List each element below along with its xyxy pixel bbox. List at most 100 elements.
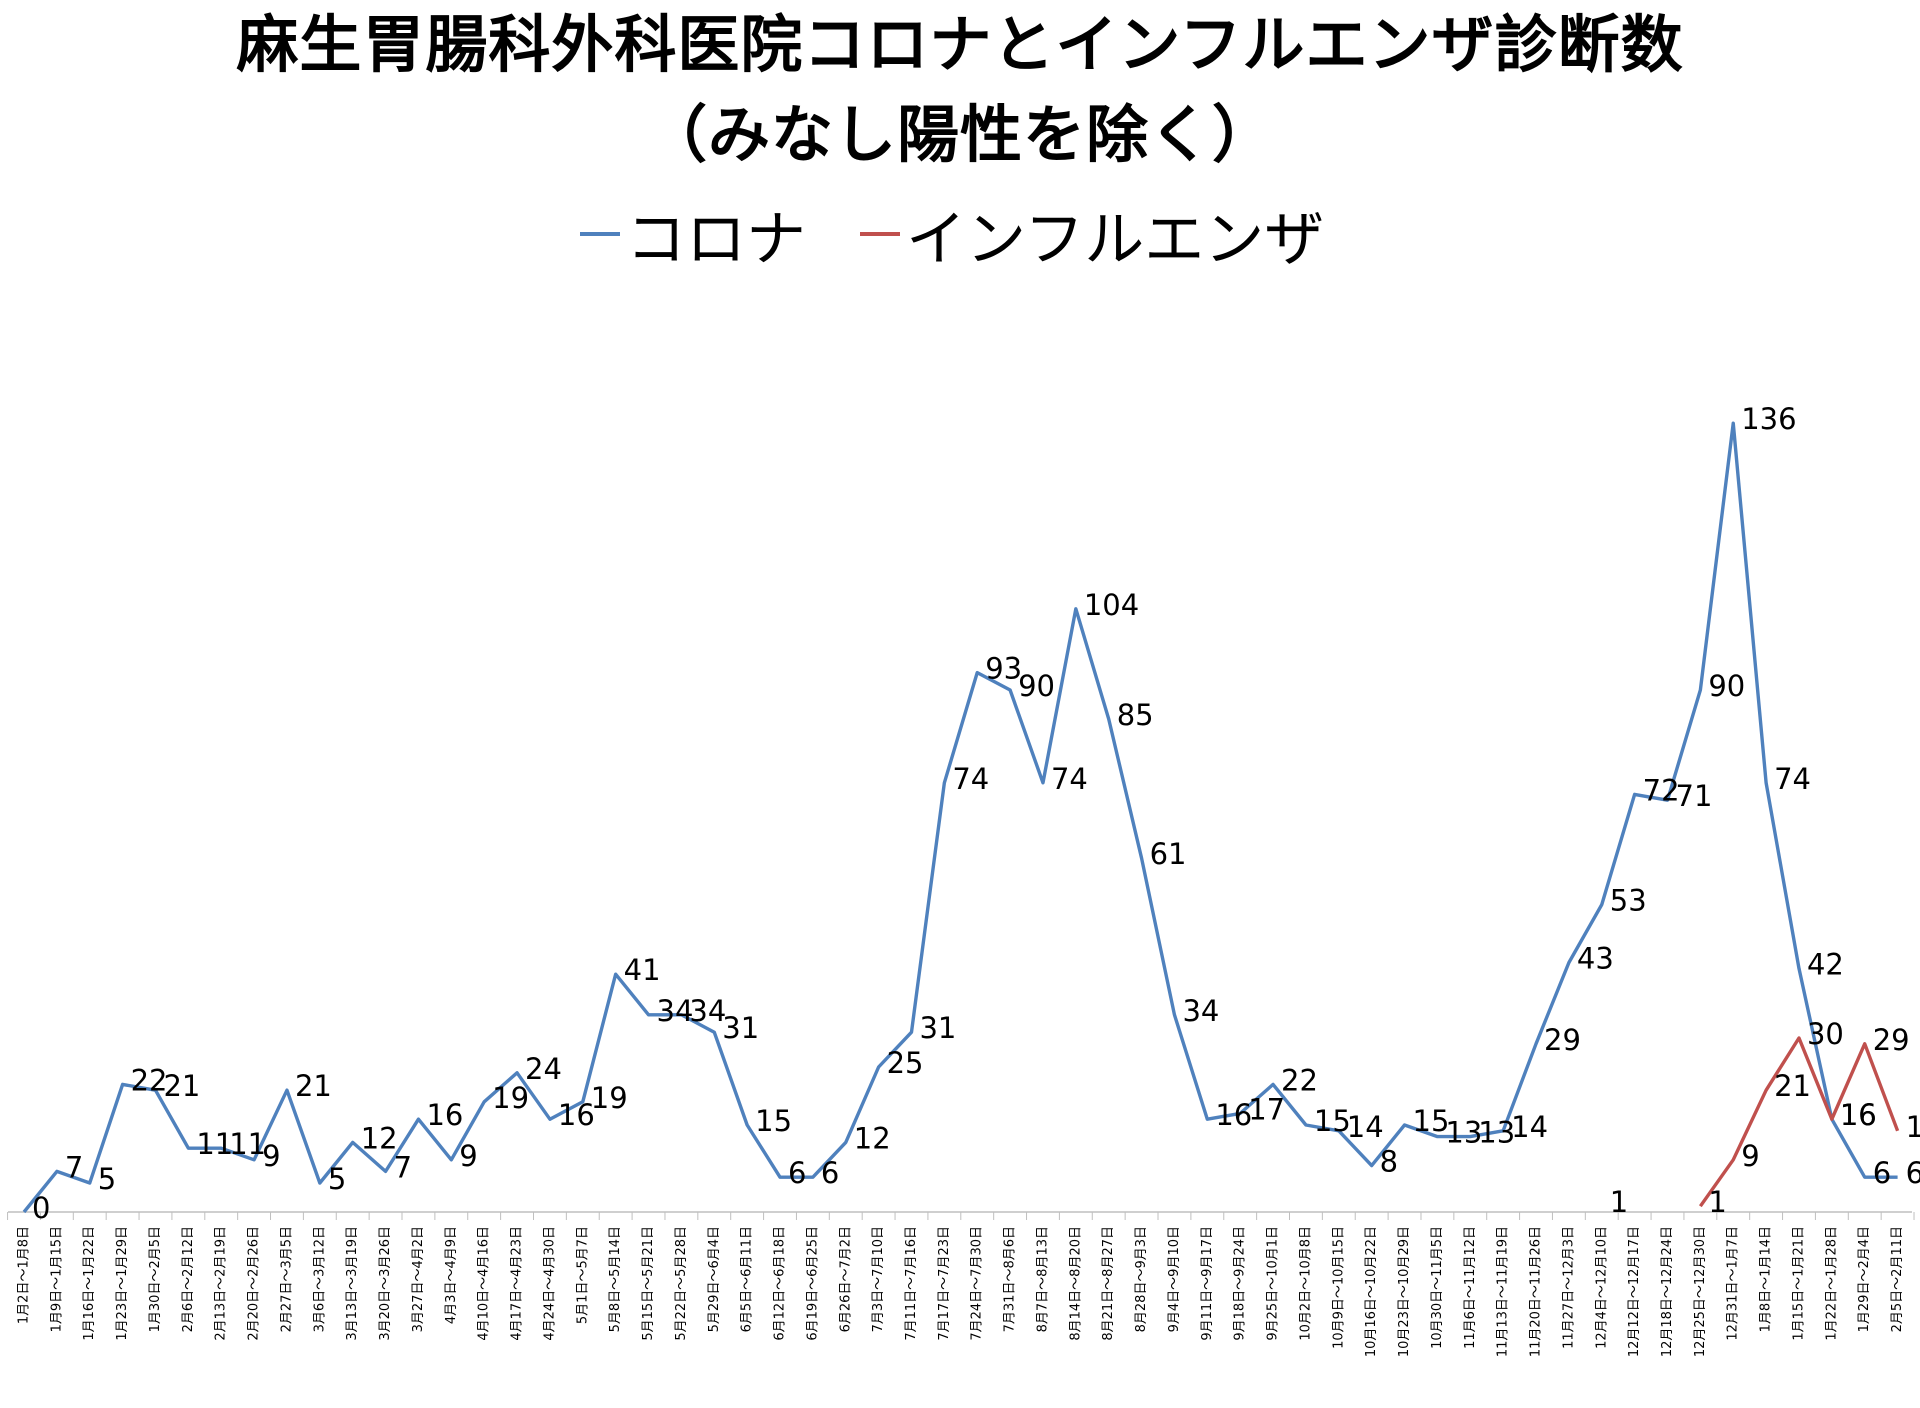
x-tick-label: 8月28日～9月3日 [1134,1226,1149,1332]
influenza-data-label: 14 [1906,1110,1920,1144]
corona-data-label: 34 [689,994,726,1028]
corona-data-label: 11 [196,1127,233,1161]
corona-data-label: 93 [985,652,1022,686]
corona-data-label: 21 [295,1069,332,1103]
x-tick-label: 6月26日～7月2日 [838,1226,853,1332]
corona-data-label: 22 [131,1063,168,1097]
corona-data-label: 53 [1610,884,1647,918]
chart-subtitle: （みなし陽性を除く） [644,98,1275,171]
x-tick-label: 3月13日～3月19日 [345,1226,360,1341]
legend-item-corona: コロナ [580,191,806,278]
x-tick-label: 5月1日～5月7日 [575,1226,590,1324]
corona-data-label: 34 [657,994,694,1028]
corona-data-label: 5 [98,1162,116,1196]
x-tick-label: 2月20日～2月26日 [247,1226,262,1341]
corona-data-label: 22 [1281,1063,1318,1097]
corona-data-label: 16 [558,1098,595,1132]
corona-data-label: 6 [788,1156,806,1190]
influenza-series-line [1698,1036,1900,1208]
x-tick-label: 1月22日～1月28日 [1824,1226,1839,1341]
corona-data-label: 72 [1643,773,1680,807]
legend-swatch-corona [580,232,620,236]
x-tick-label: 1月15日～1月21日 [1791,1226,1806,1341]
corona-data-label: 71 [1676,779,1713,813]
x-tick-label: 9月11日～9月17日 [1200,1226,1215,1341]
corona-data-label: 25 [887,1046,924,1080]
x-tick-label: 7月17日～7月23日 [937,1226,952,1341]
corona-data-label: 11 [229,1127,266,1161]
influenza-data-label: 16 [1840,1098,1877,1132]
influenza-data-label: 29 [1873,1023,1910,1057]
x-tick-label: 10月2日～10月8日 [1298,1226,1313,1341]
x-tick-label: 2月5日～2月11日 [1890,1226,1905,1332]
corona-data-label: 15 [1413,1104,1450,1138]
x-tick-label: 10月9日～10月15日 [1331,1226,1346,1349]
corona-data-label: 9 [262,1139,280,1173]
corona-data-label: 0 [32,1191,50,1225]
x-tick-label: 2月13日～2月19日 [214,1226,229,1341]
corona-data-label: 136 [1741,402,1796,436]
x-tick-label: 7月11日～7月16日 [904,1226,919,1341]
influenza-data-label: 9 [1741,1139,1759,1173]
corona-data-label: 19 [591,1081,628,1115]
x-tick-label: 1月30日～2月5日 [148,1226,163,1332]
x-tick-label: 3月27日～4月2日 [411,1226,426,1332]
x-tick-label: 10月30日～11月5日 [1430,1226,1445,1349]
corona-data-label: 12 [854,1121,891,1155]
x-tick-label: 11月27日～12月3日 [1561,1226,1576,1349]
legend-item-influenza: インフルエンザ [860,191,1324,278]
x-tick-label: 4月3日～4月9日 [444,1226,459,1324]
x-tick-label: 7月3日～7月10日 [871,1226,886,1332]
influenza-data-label: 21 [1774,1069,1811,1103]
corona-data-label: 43 [1577,942,1614,976]
legend-label-corona: コロナ [626,204,806,275]
x-tick-label: 1月29日～2月4日 [1857,1226,1872,1332]
corona-data-label: 17 [1248,1092,1285,1126]
x-tick-label: 9月25日～10月1日 [1266,1226,1281,1341]
corona-data-label: 12 [361,1121,398,1155]
x-tick-label: 5月22日～5月28日 [674,1226,689,1341]
corona-data-label: 13 [1445,1116,1482,1150]
corona-data-label: 21 [163,1069,200,1103]
corona-data-label: 104 [1084,588,1139,622]
x-tick-label: 1月2日～1月8日 [17,1226,32,1324]
x-tick-label: 8月14日～8月20日 [1068,1226,1083,1341]
x-tick-label: 11月13日～11月19日 [1496,1226,1511,1357]
corona-data-label: 29 [1544,1023,1581,1057]
corona-data-label: 6 [1906,1156,1920,1190]
corona-data-label: 74 [1774,762,1811,796]
corona-data-label: 24 [525,1052,562,1086]
legend-label-influenza: インフルエンザ [906,204,1325,275]
influenza-data-label: 1 [1610,1185,1628,1219]
corona-data-label: 85 [1117,698,1154,732]
x-tick-label: 12月18日～12月24日 [1660,1226,1675,1357]
corona-data-label: 16 [426,1098,463,1132]
corona-data-label: 19 [492,1081,529,1115]
x-tick-label: 10月23日～10月29日 [1397,1226,1412,1357]
influenza-data-label: 1 [1708,1185,1726,1219]
x-tick-label: 5月8日～5月14日 [608,1226,623,1332]
x-tick-label: 8月7日～8月13日 [1035,1226,1050,1332]
x-tick-label: 9月4日～9月10日 [1167,1226,1182,1332]
corona-data-label: 31 [722,1011,759,1045]
corona-data-label: 16 [1840,1098,1877,1132]
x-tick-label: 6月5日～6月11日 [740,1226,755,1332]
x-tick-label: 1月9日～1月15日 [49,1226,64,1332]
corona-data-label: 7 [65,1150,83,1184]
chart-title: 麻生胃腸科外科医院コロナとインフルエンザ診断数 [236,8,1684,81]
x-tick-label: 9月18日～9月24日 [1233,1226,1248,1341]
x-tick-label: 12月4日～12月10日 [1594,1226,1609,1349]
corona-data-label: 14 [1511,1110,1548,1144]
corona-data-label: 74 [952,762,989,796]
x-tick-label: 12月12日～12月17日 [1627,1226,1642,1357]
x-tick-label: 12月25日～12月30日 [1693,1226,1708,1357]
corona-data-label: 15 [755,1104,792,1138]
corona-data-label: 6 [821,1156,839,1190]
corona-data-label: 42 [1807,947,1844,981]
x-tick-label: 6月12日～6月18日 [773,1226,788,1341]
x-tick-label: 4月24日～4月30日 [542,1226,557,1341]
corona-data-label: 34 [1182,994,1219,1028]
x-tick-label: 7月31日～8月6日 [1003,1226,1018,1332]
x-tick-label: 2月6日～2月12日 [181,1226,196,1332]
